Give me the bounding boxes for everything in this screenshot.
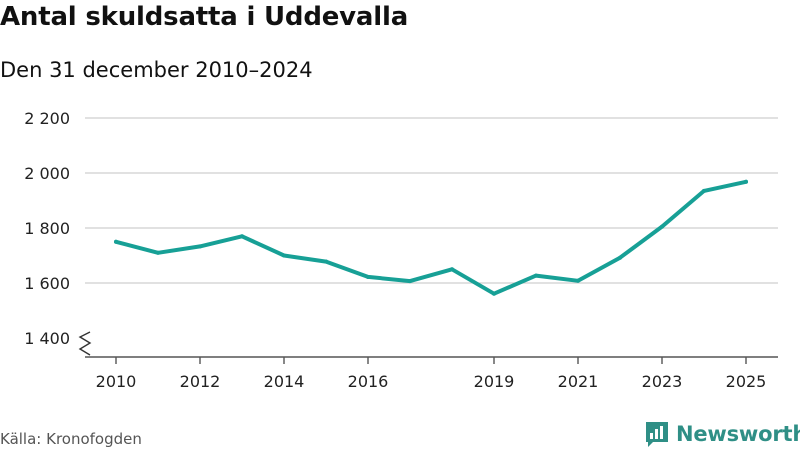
x-tick-label: 2014 [264,372,305,391]
data-point[interactable] [366,274,370,279]
x-tick-label: 2021 [558,372,599,391]
y-tick-label: 2 000 [24,164,70,183]
x-tick-label: 2025 [726,372,767,391]
data-point[interactable] [114,239,118,244]
brand-name: Newsworthy [676,422,800,446]
data-point[interactable] [450,267,454,272]
newsworthy-logo[interactable]: Newsworthy [644,420,800,448]
bar-chart-logo-icon [646,422,668,447]
y-tick-label: 1 600 [24,274,70,293]
chart-title: Antal skuldsatta i Uddevalla [0,2,409,32]
data-point[interactable] [744,179,748,184]
x-tick-label: 2019 [474,372,515,391]
axis-break-icon [78,331,92,356]
data-point[interactable] [618,255,622,260]
data-point[interactable] [702,188,706,193]
source-note: Källa: Kronofogden [0,430,142,448]
y-tick-label: 1 400 [24,329,70,348]
data-point[interactable] [534,273,538,278]
chart-subtitle: Den 31 december 2010–2024 [0,58,313,82]
y-tick-label: 1 800 [24,219,70,238]
data-point[interactable] [660,224,664,229]
data-point[interactable] [240,234,244,239]
data-point[interactable] [282,253,286,258]
series-line [114,179,748,296]
data-point[interactable] [324,259,328,264]
data-point[interactable] [408,279,412,284]
data-point[interactable] [576,278,580,283]
y-tick-label: 2 200 [24,109,70,128]
x-tick-label: 2012 [180,372,221,391]
x-tick-label: 2023 [642,372,683,391]
data-point[interactable] [198,244,202,249]
x-tick-label: 2016 [348,372,389,391]
data-point[interactable] [492,291,496,296]
x-tick-label: 2010 [96,372,137,391]
data-point[interactable] [156,250,160,255]
